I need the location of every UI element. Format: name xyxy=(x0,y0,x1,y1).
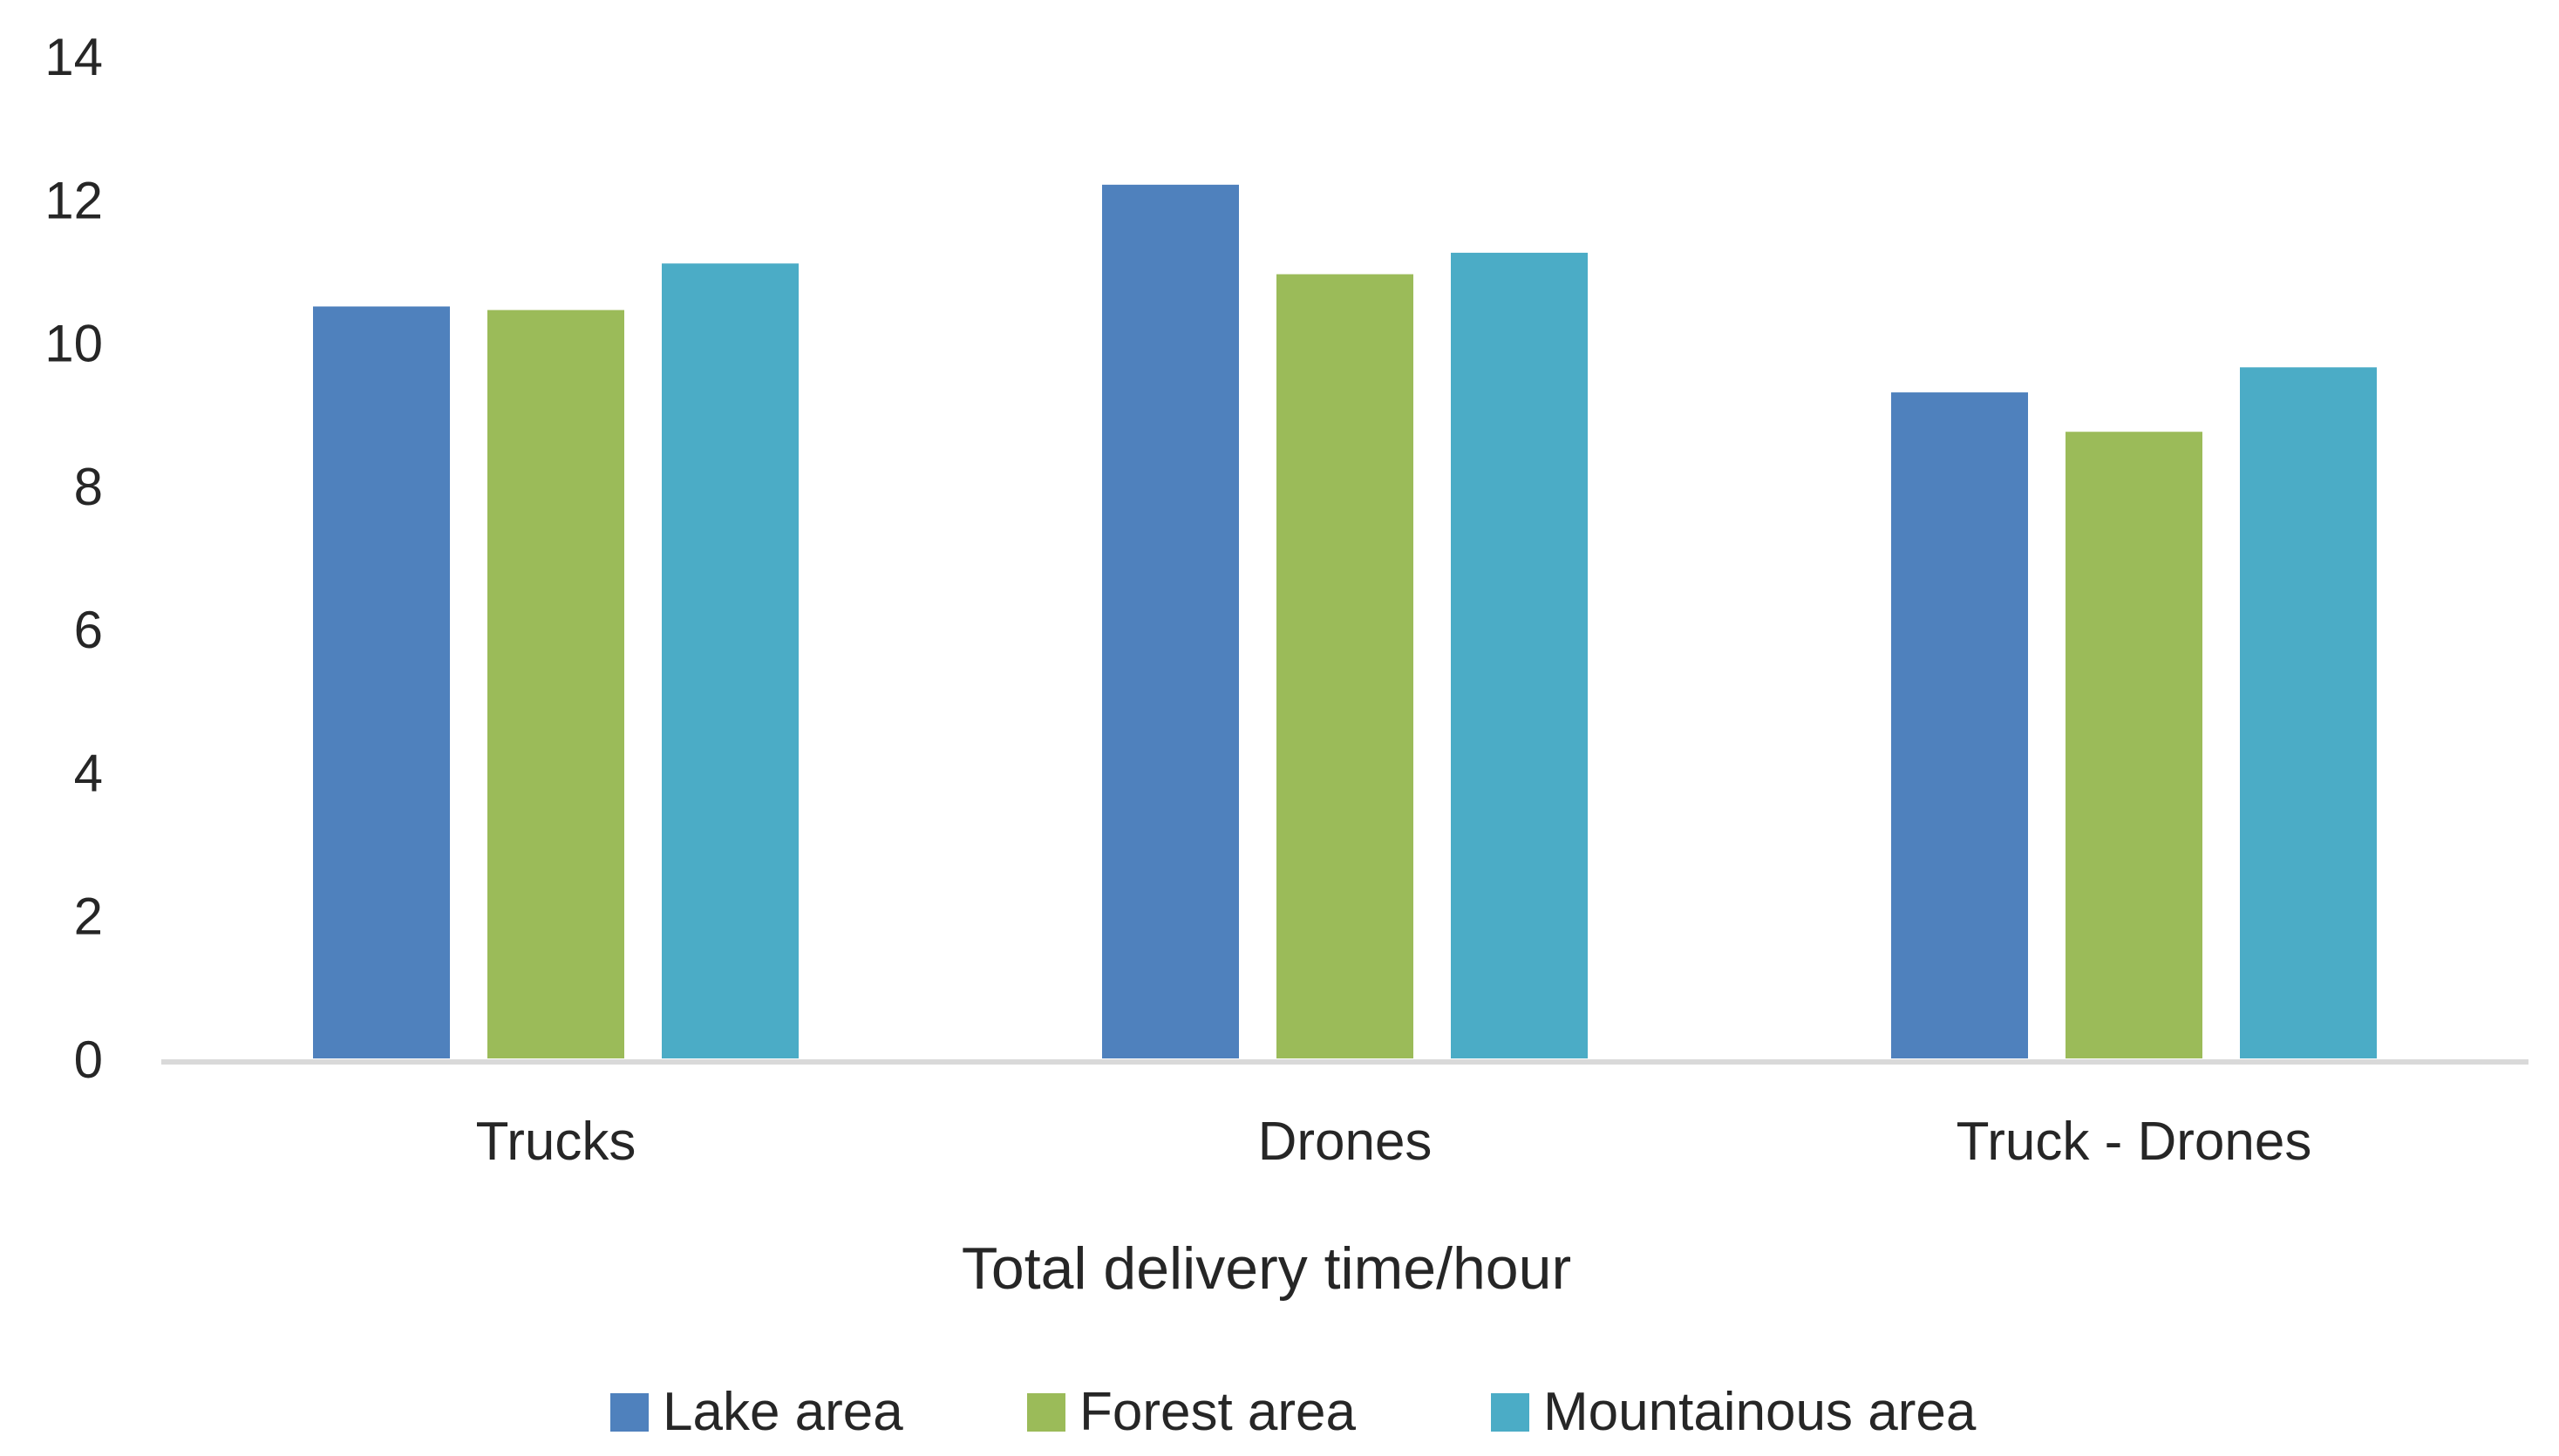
bar-trucks-forest-area xyxy=(487,310,624,1058)
y-tick-label: 4 xyxy=(74,744,103,802)
bar-truck-drones-forest-area xyxy=(2066,432,2202,1058)
legend-swatch xyxy=(1027,1393,1065,1432)
bar-trucks-mountainous-area xyxy=(662,263,799,1058)
bar-truck-drones-mountainous-area xyxy=(2240,367,2377,1059)
x-axis-category-labels: Trucks Drones Truck - Drones xyxy=(476,1112,2312,1172)
x-category-label: Truck - Drones xyxy=(1957,1112,2312,1172)
y-tick-label: 2 xyxy=(74,888,103,946)
bar-drones-forest-area xyxy=(1276,274,1413,1058)
legend-swatch xyxy=(610,1393,649,1432)
y-tick-label: 14 xyxy=(44,28,103,86)
y-tick-label: 0 xyxy=(74,1031,103,1089)
legend-swatch xyxy=(1491,1393,1529,1432)
y-tick-label: 8 xyxy=(74,458,103,516)
x-axis-title: Total delivery time/hour xyxy=(962,1235,1571,1302)
y-tick-label: 12 xyxy=(44,171,103,229)
legend-label: Forest area xyxy=(1079,1382,1357,1442)
bar-drones-lake-area xyxy=(1102,184,1239,1058)
bars xyxy=(313,184,2377,1059)
bar-truck-drones-lake-area xyxy=(1891,392,2028,1059)
bar-trucks-lake-area xyxy=(313,306,450,1058)
y-tick-label: 6 xyxy=(74,601,103,659)
x-category-label: Trucks xyxy=(476,1112,636,1172)
y-axis-ticks: 0 2 4 6 8 10 12 14 xyxy=(44,28,103,1089)
legend: Lake area Forest area Mountainous area xyxy=(610,1382,1977,1442)
x-category-label: Drones xyxy=(1258,1112,1433,1172)
bar-drones-mountainous-area xyxy=(1451,252,1588,1059)
legend-label: Lake area xyxy=(663,1382,903,1442)
y-tick-label: 10 xyxy=(44,315,103,373)
legend-label: Mountainous area xyxy=(1543,1382,1977,1442)
